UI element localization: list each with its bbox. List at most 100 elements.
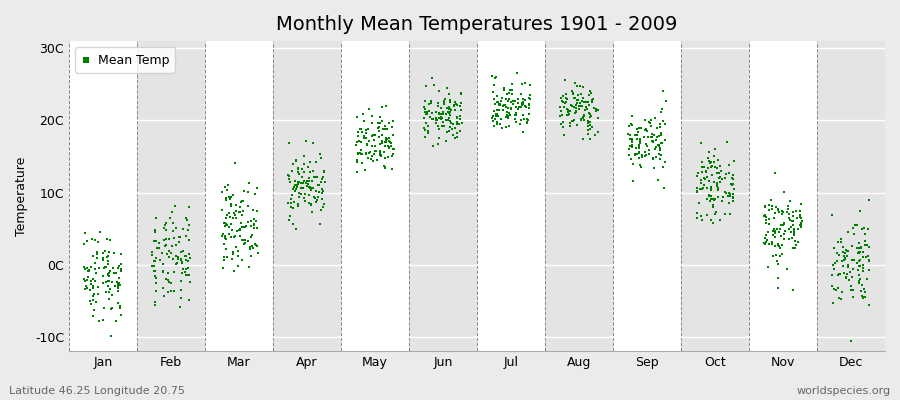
Mean Temp: [301, 164, 315, 170]
Mean Temp: [103, 268, 117, 274]
Mean Temp: [793, 212, 807, 218]
Mean Temp: [581, 127, 596, 134]
Mean Temp: [847, 231, 861, 237]
Mean Temp: [297, 169, 311, 175]
Mean Temp: [713, 174, 727, 180]
Mean Temp: [176, 266, 190, 272]
Mean Temp: [648, 137, 662, 144]
Mean Temp: [493, 120, 508, 127]
Mean Temp: [350, 157, 365, 164]
Mean Temp: [862, 244, 877, 251]
Mean Temp: [758, 235, 772, 242]
Mean Temp: [374, 118, 389, 124]
Mean Temp: [764, 197, 778, 203]
Mean Temp: [101, 283, 115, 290]
Text: worldspecies.org: worldspecies.org: [796, 386, 891, 396]
Mean Temp: [838, 256, 852, 262]
Mean Temp: [373, 114, 387, 120]
Mean Temp: [111, 264, 125, 271]
Mean Temp: [426, 116, 440, 122]
Mean Temp: [428, 120, 443, 126]
Mean Temp: [626, 160, 640, 167]
Mean Temp: [428, 117, 443, 124]
Mean Temp: [250, 185, 265, 191]
Mean Temp: [374, 152, 388, 159]
Mean Temp: [77, 276, 92, 282]
Mean Temp: [282, 176, 296, 182]
Mean Temp: [169, 252, 184, 259]
Mean Temp: [781, 226, 796, 232]
Mean Temp: [704, 184, 718, 190]
Mean Temp: [562, 110, 577, 117]
Mean Temp: [248, 224, 262, 231]
Mean Temp: [291, 201, 305, 208]
Mean Temp: [700, 154, 715, 161]
Mean Temp: [705, 159, 719, 165]
Mean Temp: [447, 124, 462, 131]
Mean Temp: [229, 243, 243, 250]
Mean Temp: [778, 228, 792, 234]
Mean Temp: [373, 141, 387, 147]
Mean Temp: [301, 180, 315, 187]
Mean Temp: [641, 134, 655, 140]
Mean Temp: [583, 122, 598, 128]
Mean Temp: [585, 124, 599, 130]
Mean Temp: [652, 124, 667, 131]
Mean Temp: [417, 115, 431, 121]
Mean Temp: [366, 132, 381, 138]
Mean Temp: [176, 226, 191, 232]
Mean Temp: [82, 268, 96, 274]
Mean Temp: [446, 132, 460, 138]
Mean Temp: [580, 123, 595, 130]
Mean Temp: [590, 107, 605, 113]
Mean Temp: [516, 129, 530, 135]
Mean Temp: [580, 98, 595, 105]
Mean Temp: [164, 287, 178, 294]
Mean Temp: [587, 105, 601, 112]
Mean Temp: [831, 239, 845, 245]
Mean Temp: [298, 198, 312, 204]
Mean Temp: [757, 239, 771, 246]
Mean Temp: [375, 140, 390, 146]
Mean Temp: [722, 192, 736, 199]
Mean Temp: [450, 102, 464, 108]
Mean Temp: [499, 104, 513, 110]
Mean Temp: [373, 120, 387, 126]
Mean Temp: [106, 250, 121, 256]
Mean Temp: [722, 170, 736, 176]
Mean Temp: [791, 239, 806, 246]
Mean Temp: [217, 241, 231, 248]
Mean Temp: [178, 266, 193, 272]
Mean Temp: [758, 204, 772, 210]
Mean Temp: [709, 209, 724, 216]
Mean Temp: [793, 208, 807, 214]
Mean Temp: [371, 125, 385, 131]
Mean Temp: [286, 186, 301, 192]
Mean Temp: [577, 113, 591, 119]
Mean Temp: [317, 169, 331, 175]
Mean Temp: [351, 151, 365, 157]
Mean Temp: [489, 74, 503, 80]
Mean Temp: [156, 250, 170, 256]
Mean Temp: [708, 211, 723, 218]
Mean Temp: [772, 229, 787, 236]
Mean Temp: [80, 265, 94, 271]
Mean Temp: [554, 95, 568, 101]
Mean Temp: [857, 286, 871, 293]
Mean Temp: [112, 263, 126, 269]
Mean Temp: [857, 293, 871, 300]
Mean Temp: [359, 127, 374, 133]
Mean Temp: [629, 145, 643, 151]
Mean Temp: [95, 250, 110, 256]
Mean Temp: [99, 288, 113, 295]
Mean Temp: [81, 268, 95, 275]
Mean Temp: [646, 155, 661, 161]
Mean Temp: [649, 143, 663, 150]
Mean Temp: [851, 240, 866, 246]
Mean Temp: [429, 115, 444, 121]
Mean Temp: [566, 117, 580, 123]
Mean Temp: [563, 123, 578, 129]
Mean Temp: [702, 193, 716, 200]
Mean Temp: [102, 273, 116, 280]
Mean Temp: [695, 216, 709, 223]
